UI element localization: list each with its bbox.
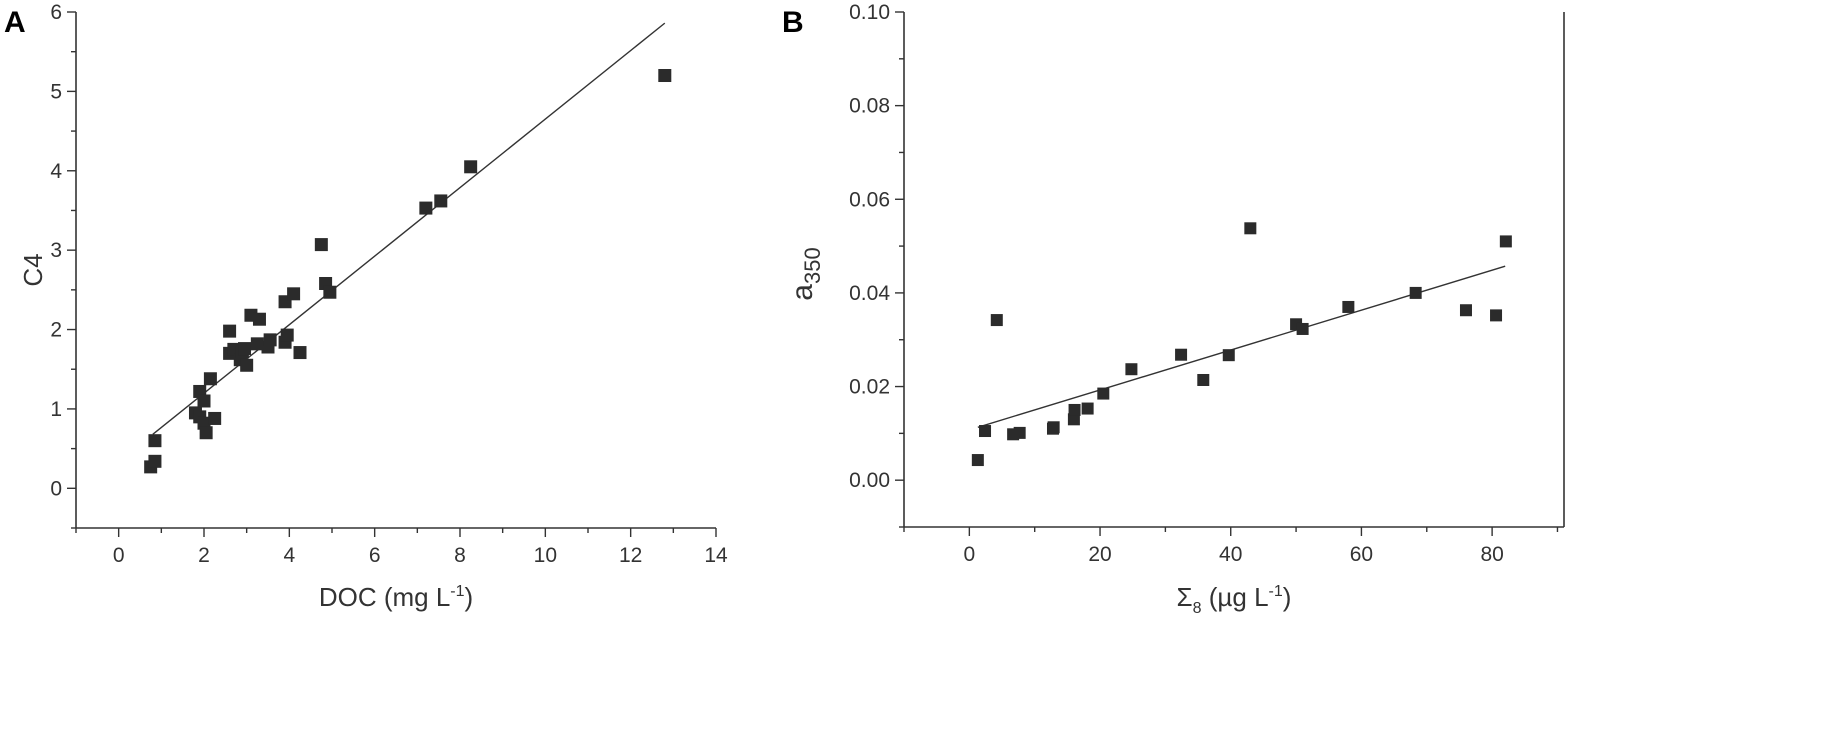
panel-b-xtick-label: 20: [1088, 543, 1111, 566]
panel-b-label: B: [782, 6, 804, 39]
panel-b-data-point: [1459, 304, 1472, 317]
panel-a-data-point: [293, 346, 307, 360]
panel-a-ytick-label: 6: [50, 1, 62, 24]
panel-a-data-point: [148, 454, 162, 468]
panel-a-data-point: [323, 285, 337, 299]
panel-a-xtick-label: 8: [454, 544, 466, 567]
panel-b-x-axis-title-close: ): [1283, 582, 1292, 612]
panel-b-data-point: [1068, 403, 1081, 416]
panel-b-data-point: [1490, 309, 1503, 322]
panel-a-data-point: [203, 372, 217, 386]
panel-a-data-point: [287, 287, 301, 301]
panel-b-data-point: [1013, 426, 1026, 439]
panel-b-data-point: [1081, 402, 1094, 415]
panel-a-data-point: [280, 328, 294, 342]
panel-a-label: A: [4, 6, 26, 39]
panel-b-y-axis-title-sub: 350: [800, 247, 825, 284]
panel-a-xtick-label: 0: [113, 544, 125, 567]
panel-b-data-point: [1244, 222, 1257, 235]
panel-a-xtick-label: 6: [369, 544, 381, 567]
panel-b-data-point: [1197, 373, 1210, 386]
panel-a-ytick-label: 2: [50, 319, 62, 342]
panel-b-data-point: [1409, 286, 1422, 299]
panel-b-y-axis-title-main: a: [786, 284, 819, 301]
panel-b-x-axis-title: Σ8 (µg L-1): [1177, 582, 1292, 617]
panel-b-x-axis-title-sub: 8: [1193, 600, 1202, 617]
panel-b-ytick-label: 0.10: [849, 1, 890, 24]
panel-b-data-point: [990, 314, 1003, 327]
panel-a-ytick-label: 0: [50, 477, 62, 500]
panel-a-ytick-label: 5: [50, 80, 62, 103]
panel-b-data-point: [1047, 421, 1060, 434]
panel-a-data-point: [434, 194, 448, 208]
panel-b-xtick-label: 0: [964, 543, 976, 566]
panel-b-data-point: [1125, 363, 1138, 376]
panel-b-data-point: [1067, 413, 1080, 426]
panel-b-data-point: [1342, 300, 1355, 313]
panel-a-data-point: [658, 69, 672, 83]
panel-a-xtick-label: 4: [283, 544, 295, 567]
panel-a-data-point: [148, 434, 162, 448]
panel-b-x-axis-title-sup: -1: [1269, 583, 1283, 600]
panel-a-data-point: [263, 333, 277, 347]
panel-b-x-axis-title-sigma: Σ: [1177, 582, 1193, 612]
panel-b-xtick-label: 60: [1350, 543, 1373, 566]
panel-a-xtick-label: 2: [198, 544, 210, 567]
panel-b-ytick-label: 0.00: [849, 469, 890, 492]
panel-b-data-point: [1097, 387, 1110, 400]
panel-a-x-axis-title-main: DOC (mg L: [319, 582, 450, 612]
panel-b-xtick-label: 80: [1480, 543, 1503, 566]
panel-a-data-point: [250, 337, 264, 351]
panel-b-ytick-label: 0.06: [849, 188, 890, 211]
panel-a-xtick-label: 10: [534, 544, 557, 567]
panel-a-ytick-label: 1: [50, 398, 62, 421]
panel-a-data-point: [223, 324, 237, 338]
panel-b-data-point: [979, 425, 992, 438]
panel-a-data-point: [199, 426, 213, 440]
panel-a-data-point: [252, 312, 266, 326]
panel-a-data-point: [419, 201, 433, 215]
panel-b-ytick-label: 0.02: [849, 376, 890, 399]
panel-b-data-point: [1175, 348, 1188, 361]
panel-a-x-axis-title: DOC (mg L-1): [319, 582, 473, 612]
panel-b-data-point: [1222, 349, 1235, 362]
panel-a-x-axis-title-sup: -1: [450, 583, 464, 600]
panel-b-ytick-label: 0.04: [849, 282, 890, 305]
panel-b-data-point: [1499, 235, 1512, 248]
panel-b-data-point: [971, 454, 984, 467]
panel-b-regression-line: [977, 265, 1506, 428]
panel-b-ytick-label: 0.08: [849, 95, 890, 118]
panel-a-data-point: [197, 394, 211, 408]
panel-b-data-point: [1296, 322, 1309, 335]
panel-a-regression-line: [152, 22, 666, 435]
panel-a-xtick-label: 12: [619, 544, 642, 567]
panel-b-x-axis-title-main: (µg L: [1202, 582, 1269, 612]
panel-a-data-point: [238, 342, 252, 356]
panel-a-x-axis-title-end: ): [465, 582, 474, 612]
panel-a-data-point: [314, 238, 328, 252]
panel-a-data-point: [208, 411, 222, 425]
panel-a-ytick-label: 3: [50, 239, 62, 262]
panel-a-xtick-label: 14: [704, 544, 728, 567]
panel-a-data-point: [240, 358, 254, 372]
panel-b-y-axis-title: a350: [786, 247, 825, 300]
panel-a-ytick-label: 4: [50, 160, 62, 183]
panel-b-xtick-label: 40: [1219, 543, 1242, 566]
panel-a-y-axis-title: C4: [18, 253, 48, 286]
panel-b: B 0.00 0.02 0.04 0.06 0.08 0.10 0 20 40 60 80 a35…: [782, 1, 1565, 617]
panel-a-data-point: [464, 160, 478, 174]
